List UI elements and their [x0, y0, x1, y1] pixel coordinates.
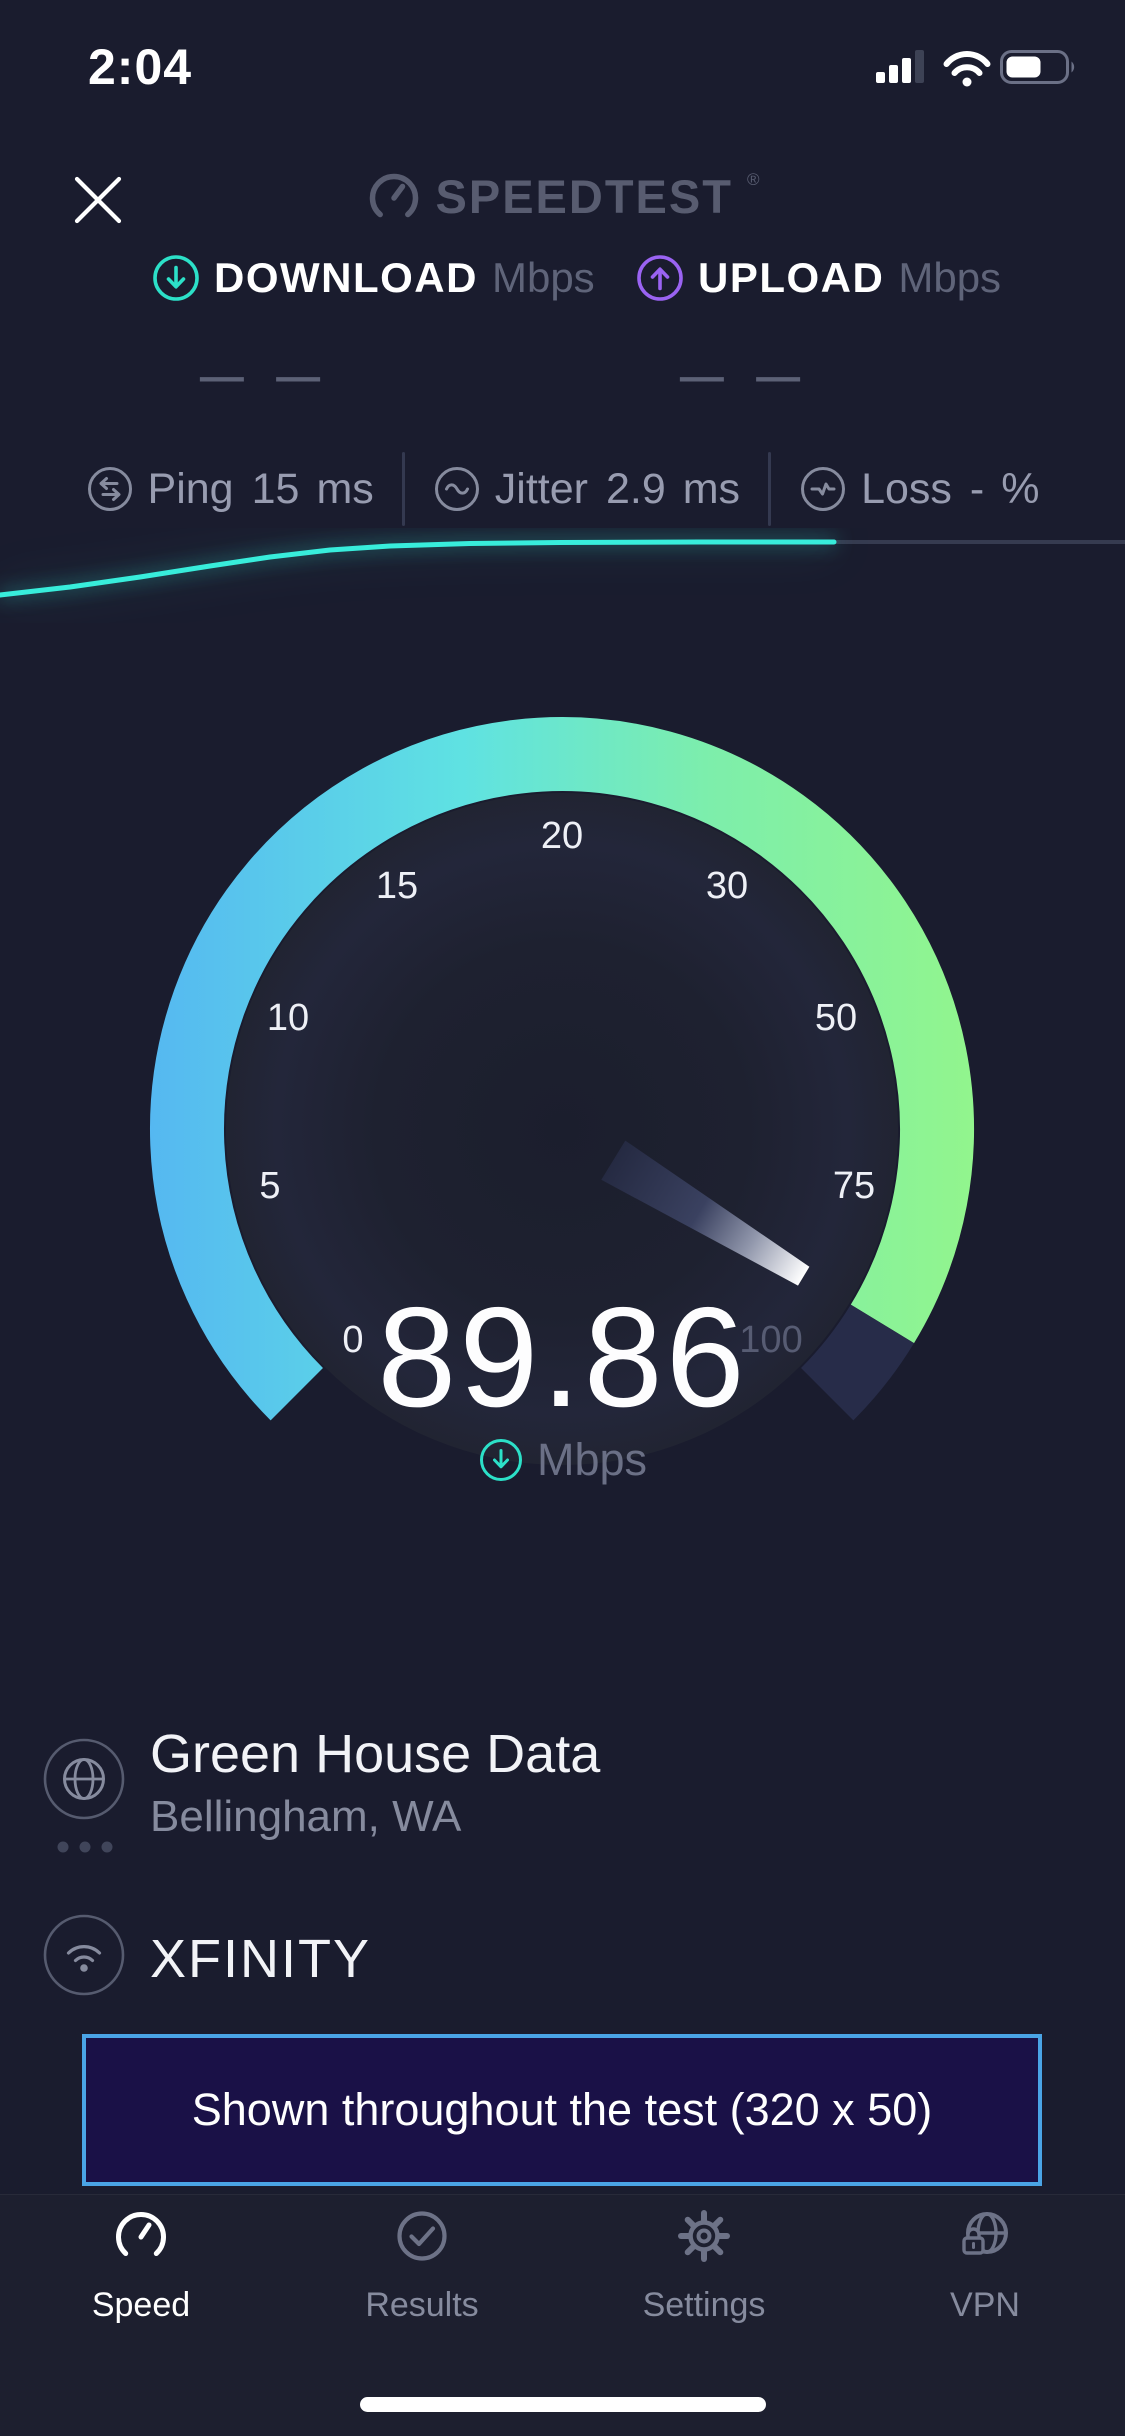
speedtest-logo: SPEEDTEST ® — [0, 168, 1125, 224]
server-name: Green House Data — [150, 1724, 601, 1784]
tab-speed-label: Speed — [91, 2286, 191, 2324]
cellular-signal-icon — [876, 50, 924, 83]
loss-stat: Loss - % — [799, 465, 1039, 514]
upload-value-placeholder: — — — [679, 352, 811, 401]
gauge-inner-disc — [226, 793, 898, 1465]
server-info-row[interactable]: Green House Data Bellingham, WA — [0, 1700, 1125, 1900]
loss-unit: % — [1001, 464, 1040, 513]
upload-icon — [637, 255, 683, 301]
globe-icon — [43, 1738, 125, 1820]
chart-speed-line — [0, 539, 837, 598]
server-menu-ellipsis-icon[interactable] — [56, 1840, 114, 1854]
gauge-scale-label-0: 0 — [342, 1319, 363, 1361]
status-time: 2:04 — [88, 39, 193, 95]
stats-divider — [401, 452, 405, 526]
tab-vpn[interactable]: VPN — [844, 2208, 1125, 2325]
download-value-placeholder: — — — [199, 352, 331, 401]
stats-divider — [768, 452, 772, 526]
gauge-needle — [601, 1140, 810, 1286]
jitter-unit: ms — [682, 464, 741, 513]
tab-speed[interactable]: Speed — [0, 2208, 282, 2325]
speed-gauge: 0 5 10 15 20 30 50 75 100 — [150, 717, 974, 1465]
gauge-current-value: 89.86 — [377, 1278, 748, 1437]
ping-unit: ms — [316, 464, 374, 513]
download-progress-chart — [0, 539, 1125, 598]
ping-label: Ping — [147, 464, 234, 513]
home-indicator[interactable] — [360, 2397, 766, 2412]
upload-header: UPLOAD Mbps — [636, 254, 1001, 302]
ad-banner-text: Shown throughout the test (320 x 50) — [191, 2084, 933, 2135]
upload-label: UPLOAD — [698, 254, 885, 301]
gauge-scale-label-5: 5 — [259, 1165, 280, 1207]
loss-value: - — [969, 464, 985, 513]
upload-unit: Mbps — [898, 254, 1002, 301]
latency-stats-row: Ping 15 ms Jitter 2.9 ms Loss - % — [0, 452, 1125, 526]
jitter-icon — [434, 467, 479, 511]
download-icon — [153, 255, 199, 301]
gauge-arc-remainder — [800, 1304, 915, 1421]
tab-bar — [0, 2194, 1125, 2436]
battery-icon — [1000, 50, 1075, 84]
speed-gauge-icon — [116, 2212, 166, 2256]
close-button[interactable] — [66, 168, 130, 232]
wifi-status-icon — [943, 51, 991, 87]
server-location: Bellingham, WA — [150, 1792, 462, 1841]
settings-gear-icon — [678, 2210, 730, 2262]
isp-name: XFINITY — [150, 1929, 372, 1989]
jitter-label: Jitter — [494, 464, 588, 513]
loss-icon — [801, 467, 846, 511]
tab-vpn-label: VPN — [950, 2286, 1020, 2324]
tab-results-label: Results — [365, 2286, 479, 2324]
gauge-arc-filled — [150, 717, 974, 1421]
tab-settings-label: Settings — [642, 2286, 766, 2324]
ping-stat: Ping 15 ms — [86, 465, 374, 514]
download-arrow-icon — [479, 1439, 522, 1481]
vpn-globe-lock-icon — [962, 2212, 1008, 2255]
tab-settings[interactable]: Settings — [563, 2208, 845, 2325]
ad-banner[interactable]: Shown throughout the test (320 x 50) — [82, 2034, 1042, 2186]
jitter-value: 2.9 — [605, 464, 666, 513]
close-icon — [74, 176, 122, 224]
results-check-icon — [397, 2211, 447, 2261]
download-header: DOWNLOAD Mbps — [152, 254, 595, 302]
gauge-scale-label-30: 30 — [706, 865, 748, 907]
logo-text: SPEEDTEST — [435, 169, 733, 223]
jitter-stat: Jitter 2.9 ms — [433, 465, 740, 514]
gauge-unit-row: Mbps — [0, 1434, 1125, 1486]
ping-icon — [87, 467, 132, 511]
wifi-icon — [43, 1914, 125, 1996]
tab-results[interactable]: Results — [281, 2208, 563, 2325]
gauge-scale-label-100: 100 — [739, 1319, 802, 1361]
isp-info-row: XFINITY — [0, 1913, 1125, 2003]
download-label: DOWNLOAD — [214, 254, 478, 301]
ping-value: 15 — [251, 464, 300, 513]
gauge-unit: Mbps — [536, 1434, 648, 1485]
download-unit: Mbps — [491, 254, 595, 301]
gauge-scale-label-15: 15 — [376, 865, 418, 907]
gauge-scale-label-75: 75 — [833, 1165, 875, 1207]
speedtest-logo-icon — [369, 173, 418, 218]
gauge-scale-label-10: 10 — [267, 997, 309, 1039]
gauge-scale-label-20: 20 — [541, 815, 583, 857]
loss-label: Loss — [861, 464, 952, 513]
logo-trademark: ® — [746, 170, 760, 189]
gauge-scale-label-50: 50 — [815, 997, 857, 1039]
